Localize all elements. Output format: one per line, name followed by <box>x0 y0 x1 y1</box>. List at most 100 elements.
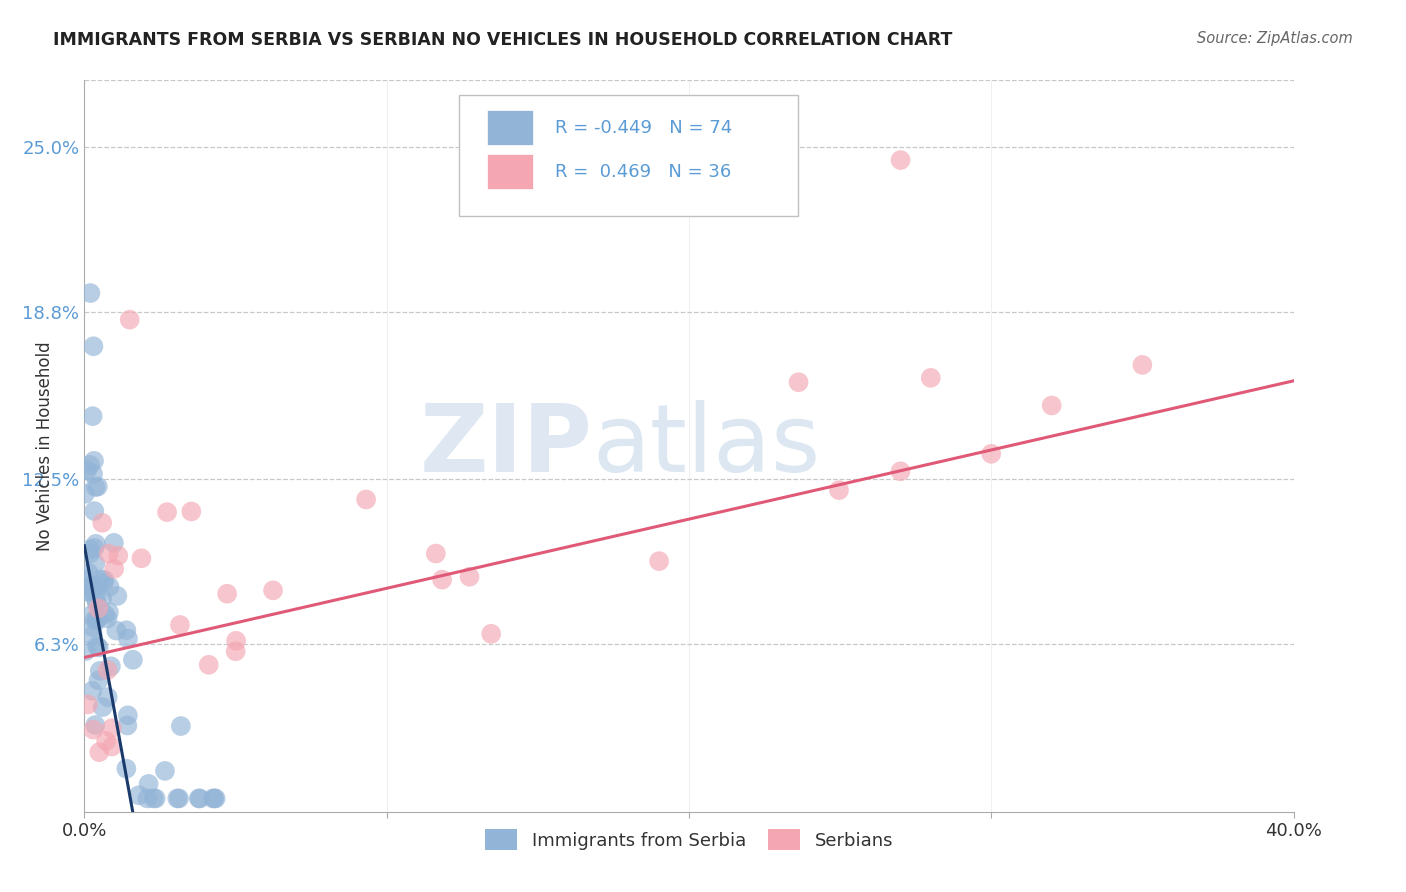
Point <box>105 589 128 603</box>
Point <box>80 580 103 594</box>
Point <box>122 653 145 667</box>
Point <box>117 718 139 732</box>
Point <box>202 791 225 805</box>
Point <box>225 633 247 648</box>
Text: Source: ZipAtlas.com: Source: ZipAtlas.com <box>1197 31 1353 46</box>
Point <box>83 613 105 627</box>
Point <box>89 664 111 678</box>
Point <box>76 463 98 477</box>
Point <box>197 657 219 672</box>
Point <box>128 789 150 803</box>
Text: R =  0.469   N = 36: R = 0.469 N = 36 <box>555 162 731 181</box>
Point <box>187 791 209 805</box>
Point <box>167 791 190 805</box>
Point <box>425 547 447 561</box>
Point <box>97 690 120 705</box>
Point <box>82 339 104 353</box>
Point <box>96 611 118 625</box>
Point <box>87 601 110 615</box>
Text: IMMIGRANTS FROM SERBIA VS SERBIAN NO VEHICLES IN HOUSEHOLD CORRELATION CHART: IMMIGRANTS FROM SERBIA VS SERBIAN NO VEH… <box>53 31 953 49</box>
Point <box>166 791 188 805</box>
Point <box>117 708 139 723</box>
Point <box>83 541 105 555</box>
Point <box>828 483 851 497</box>
Point <box>75 644 97 658</box>
Point <box>118 312 141 326</box>
Point <box>115 624 138 638</box>
Point <box>80 608 103 623</box>
Point <box>169 618 191 632</box>
Point <box>87 673 110 688</box>
Point <box>90 572 112 586</box>
Point <box>73 487 96 501</box>
Point <box>201 791 224 805</box>
Point <box>188 791 211 805</box>
Point <box>890 464 912 478</box>
Point <box>77 581 100 595</box>
Point <box>86 639 108 653</box>
Point <box>101 721 124 735</box>
Point <box>82 409 104 424</box>
Point <box>980 447 1002 461</box>
Point <box>86 612 108 626</box>
Text: ZIP: ZIP <box>419 400 592 492</box>
Point <box>79 542 101 557</box>
Point <box>354 492 377 507</box>
Point <box>84 557 107 571</box>
Point <box>145 791 167 805</box>
Point <box>458 570 481 584</box>
Point <box>82 723 104 737</box>
Point <box>217 587 239 601</box>
Point <box>180 504 202 518</box>
Point <box>204 791 226 805</box>
Point <box>98 580 121 594</box>
Point <box>94 607 117 622</box>
Point <box>138 777 160 791</box>
FancyBboxPatch shape <box>460 95 797 216</box>
FancyBboxPatch shape <box>486 111 533 145</box>
Point <box>89 745 111 759</box>
Point <box>77 584 100 599</box>
Point <box>86 595 108 609</box>
Point <box>156 505 179 519</box>
Point <box>79 546 101 560</box>
Point <box>170 719 193 733</box>
Point <box>87 580 110 594</box>
Point <box>131 551 153 566</box>
Point <box>97 605 120 619</box>
Point <box>87 479 110 493</box>
Point <box>79 286 101 301</box>
Point <box>787 375 810 389</box>
Point <box>115 762 138 776</box>
Point <box>97 547 120 561</box>
Point <box>84 537 107 551</box>
Point <box>103 536 125 550</box>
Point <box>82 467 104 481</box>
Point <box>77 580 100 594</box>
Point <box>84 480 107 494</box>
Text: No Vehicles in Household: No Vehicles in Household <box>37 341 53 551</box>
Point <box>136 791 159 805</box>
Point <box>91 516 114 530</box>
Legend: Immigrants from Serbia, Serbians: Immigrants from Serbia, Serbians <box>478 822 900 857</box>
Point <box>262 583 284 598</box>
Point <box>93 575 115 590</box>
Point <box>79 458 101 472</box>
Text: atlas: atlas <box>592 400 821 492</box>
Point <box>82 628 104 642</box>
Point <box>96 663 118 677</box>
Point <box>86 613 108 627</box>
Point <box>83 454 105 468</box>
Point <box>77 698 100 712</box>
Point <box>107 549 129 563</box>
Point <box>153 764 176 778</box>
Point <box>1040 399 1063 413</box>
Point <box>93 573 115 587</box>
Point <box>101 739 124 754</box>
Point <box>77 566 100 580</box>
Point <box>479 627 502 641</box>
Point <box>73 584 96 599</box>
Point <box>84 718 107 732</box>
Point <box>142 791 165 805</box>
Point <box>225 644 247 658</box>
